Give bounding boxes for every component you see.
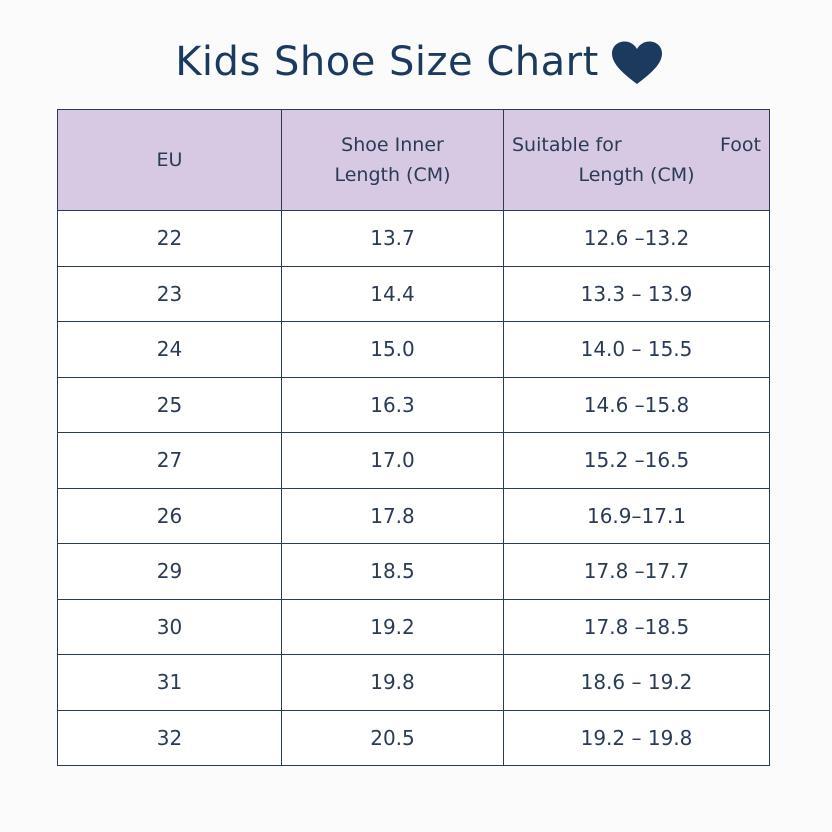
cell-inner-length: 18.5 bbox=[281, 543, 504, 600]
table-row: 26 17.8 16.9–17.1 bbox=[57, 487, 770, 544]
cell-eu: 27 bbox=[57, 432, 282, 489]
header-foot-line1b: Foot bbox=[720, 134, 761, 156]
cell-inner-length: 14.4 bbox=[281, 265, 504, 322]
table-row: 32 20.5 19.2 – 19.8 bbox=[57, 709, 770, 766]
cell-inner-length: 20.5 bbox=[281, 709, 504, 766]
cell-eu: 31 bbox=[57, 654, 282, 711]
page-title: Kids Shoe Size Chart bbox=[175, 39, 599, 85]
cell-eu: 23 bbox=[57, 265, 282, 322]
cell-inner-length: 17.8 bbox=[281, 487, 504, 544]
cell-eu: 32 bbox=[57, 709, 282, 766]
header-eu-label: EU bbox=[156, 149, 183, 171]
header-foot-length: Suitable for Foot Length (CM) bbox=[503, 109, 770, 211]
header-inner-length: Shoe Inner Length (CM) bbox=[281, 109, 504, 211]
cell-foot-length: 17.8 –17.7 bbox=[503, 543, 770, 600]
heart-icon bbox=[611, 41, 662, 84]
table-body: 22 13.7 12.6 –13.2 23 14.4 13.3 – 13.9 24 15.0 1… bbox=[57, 210, 770, 766]
table-row: 29 18.5 17.8 –17.7 bbox=[57, 543, 770, 600]
cell-eu: 30 bbox=[57, 598, 282, 655]
header-foot-line1a: Suitable for bbox=[512, 134, 622, 156]
header-row: EU Shoe Inner Length (CM) Suitable for F… bbox=[57, 109, 770, 211]
header-inner-line2: Length (CM) bbox=[334, 164, 451, 186]
cell-foot-length: 14.6 –15.8 bbox=[503, 376, 770, 433]
cell-foot-length: 15.2 –16.5 bbox=[503, 432, 770, 489]
cell-foot-length: 16.9–17.1 bbox=[503, 487, 770, 544]
title-row: Kids Shoe Size Chart bbox=[0, 34, 832, 90]
cell-inner-length: 19.8 bbox=[281, 654, 504, 711]
table-row: 25 16.3 14.6 –15.8 bbox=[57, 376, 770, 433]
cell-inner-length: 17.0 bbox=[281, 432, 504, 489]
header-foot-line1: Suitable for Foot bbox=[504, 130, 769, 160]
cell-eu: 25 bbox=[57, 376, 282, 433]
cell-foot-length: 19.2 – 19.8 bbox=[503, 709, 770, 766]
cell-foot-length: 17.8 –18.5 bbox=[503, 598, 770, 655]
cell-foot-length: 12.6 –13.2 bbox=[503, 210, 770, 267]
header-foot-line2: Length (CM) bbox=[578, 164, 695, 186]
cell-foot-length: 14.0 – 15.5 bbox=[503, 321, 770, 378]
cell-eu: 26 bbox=[57, 487, 282, 544]
table-row: 27 17.0 15.2 –16.5 bbox=[57, 432, 770, 489]
table-row: 24 15.0 14.0 – 15.5 bbox=[57, 321, 770, 378]
cell-inner-length: 13.7 bbox=[281, 210, 504, 267]
table-row: 31 19.8 18.6 – 19.2 bbox=[57, 654, 770, 711]
cell-inner-length: 16.3 bbox=[281, 376, 504, 433]
table-row: 22 13.7 12.6 –13.2 bbox=[57, 210, 770, 267]
table-row: 30 19.2 17.8 –18.5 bbox=[57, 598, 770, 655]
cell-eu: 22 bbox=[57, 210, 282, 267]
cell-foot-length: 18.6 – 19.2 bbox=[503, 654, 770, 711]
header-inner-line1: Shoe Inner bbox=[341, 134, 444, 156]
cell-eu: 29 bbox=[57, 543, 282, 600]
cell-inner-length: 19.2 bbox=[281, 598, 504, 655]
cell-foot-length: 13.3 – 13.9 bbox=[503, 265, 770, 322]
cell-eu: 24 bbox=[57, 321, 282, 378]
header-eu: EU bbox=[57, 109, 282, 211]
cell-inner-length: 15.0 bbox=[281, 321, 504, 378]
table-row: 23 14.4 13.3 – 13.9 bbox=[57, 265, 770, 322]
size-table: EU Shoe Inner Length (CM) Suitable for F… bbox=[57, 109, 770, 766]
